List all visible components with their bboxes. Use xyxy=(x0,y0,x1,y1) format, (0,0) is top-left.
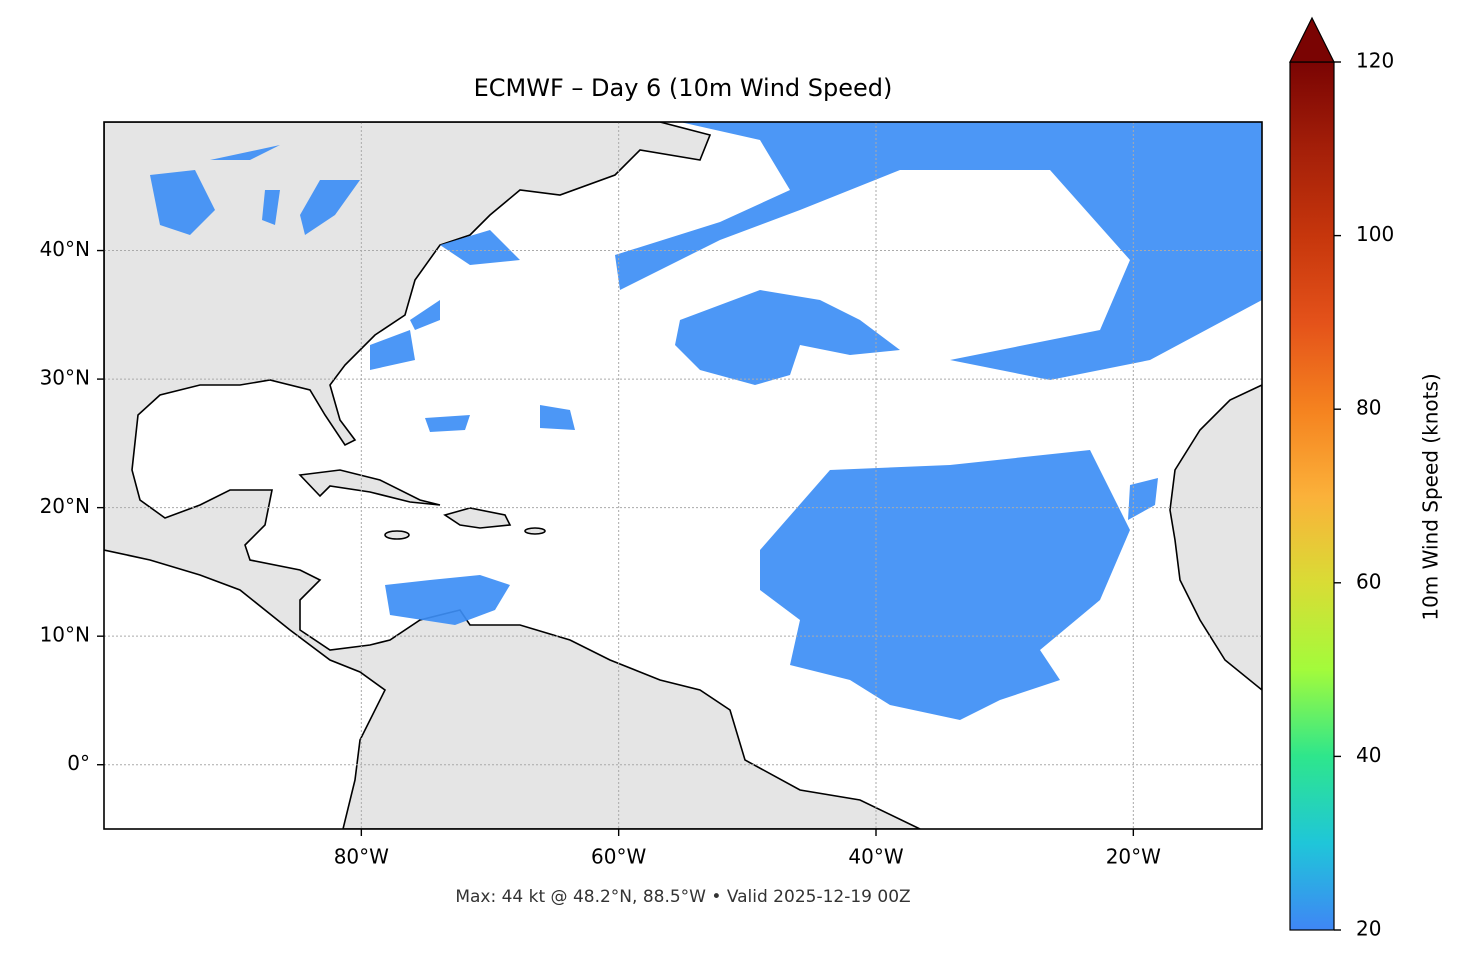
colorbar-tick-label: 80 xyxy=(1356,396,1381,420)
x-tick-label: 60°W xyxy=(591,845,646,869)
footer: Max: 44 kt @ 48.2°N, 88.5°W • Valid 2025… xyxy=(455,887,910,907)
wind-area xyxy=(760,450,1130,720)
y-tick-label: 0° xyxy=(67,751,90,775)
wind-area xyxy=(385,575,510,625)
island xyxy=(298,469,441,506)
colorbar-tick-label: 60 xyxy=(1356,569,1381,593)
colorbar-tick-label: 20 xyxy=(1356,917,1381,941)
colorbar xyxy=(1289,61,1335,931)
x-tick-label: 40°W xyxy=(848,845,903,869)
island xyxy=(443,507,512,529)
y-tick-label: 40°N xyxy=(40,237,90,261)
land xyxy=(104,122,921,829)
x-tick-label: 80°W xyxy=(334,845,389,869)
colorbar-tick-label: 40 xyxy=(1356,743,1381,767)
map xyxy=(104,122,1262,829)
y-tick-label: 30°N xyxy=(40,366,90,390)
colorbar-tick-label: 100 xyxy=(1356,222,1394,246)
y-tick-label: 20°N xyxy=(40,494,90,518)
grid xyxy=(104,122,1262,829)
island xyxy=(384,530,410,540)
colorbar-tick-label: 120 xyxy=(1356,49,1394,73)
chart-title: ECMWF – Day 6 (10m Wind Speed) xyxy=(474,74,893,102)
wind-area xyxy=(675,290,900,385)
y-tick-label: 10°N xyxy=(40,623,90,647)
colorbar-label: 10m Wind Speed (knots) xyxy=(1419,373,1443,620)
plot-frame xyxy=(103,121,1263,830)
island xyxy=(524,527,546,535)
wind-area xyxy=(615,122,1262,380)
wind-area xyxy=(150,145,360,235)
x-tick-label: 20°W xyxy=(1106,845,1161,869)
colorbar-extend xyxy=(1289,16,1335,63)
wind-area xyxy=(370,230,520,370)
land xyxy=(1169,384,1262,692)
